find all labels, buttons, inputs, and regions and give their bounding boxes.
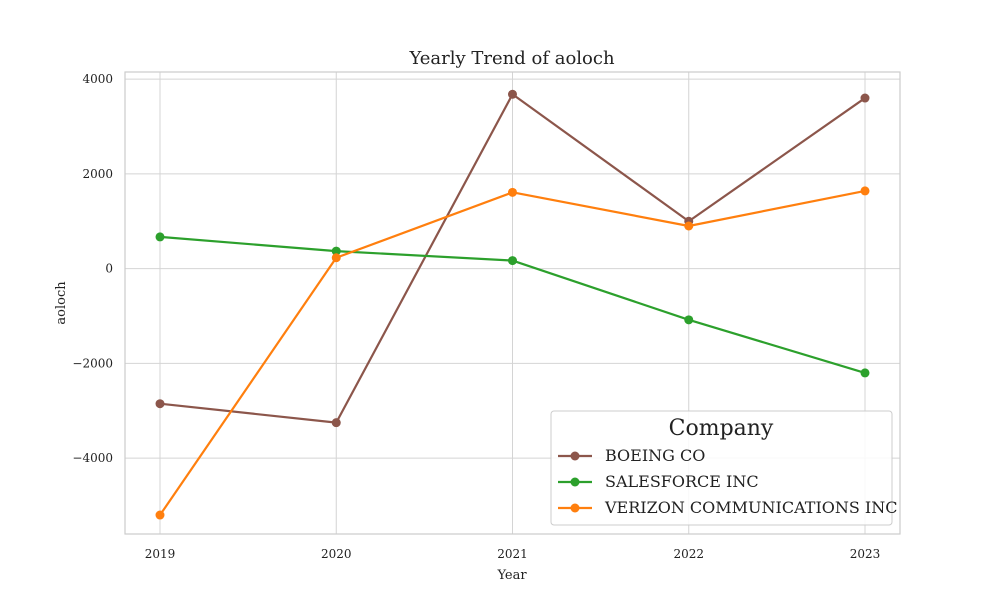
x-tick-label: 2022 — [673, 547, 704, 561]
data-point — [331, 253, 341, 263]
data-point — [860, 368, 870, 378]
y-tick-label: 2000 — [82, 167, 113, 181]
legend-label: BOEING CO — [605, 446, 705, 465]
data-point — [508, 256, 517, 266]
data-point — [508, 187, 517, 197]
tick-labels: 2019 2020 2021 2022 2023 4000 2000 0 −2000 −4000 — [72, 72, 880, 561]
x-tick-label: 2020 — [321, 547, 352, 561]
data-point — [684, 315, 694, 325]
data-point — [860, 186, 870, 196]
y-axis-label: aoloch — [54, 281, 69, 325]
legend: Company BOEING CO SALESFORCE INC VERIZON C… — [550, 410, 898, 526]
legend-swatch-marker — [570, 451, 580, 461]
data-point — [331, 418, 341, 428]
legend-entry: BOEING CO — [558, 446, 705, 465]
legend-entries: BOEING CO SALESFORCE INC VERIZON COMMUNICA… — [558, 446, 898, 517]
series-group — [155, 89, 870, 428]
legend-label: SALESFORCE INC — [605, 472, 759, 491]
legend-swatch-marker — [570, 477, 580, 487]
legend-entry: VERIZON COMMUNICATIONS INC — [558, 498, 898, 517]
legend-swatch-marker — [570, 503, 580, 513]
plot-frame — [124, 71, 901, 535]
data-point — [155, 510, 165, 520]
data-point — [155, 399, 165, 409]
legend-title: Company — [669, 416, 774, 441]
y-tick-label: −4000 — [72, 451, 113, 465]
legend-box — [550, 410, 893, 526]
y-tick-label: −2000 — [72, 356, 113, 370]
data-point — [860, 93, 870, 103]
data-point — [155, 232, 165, 242]
series-group — [155, 232, 870, 378]
legend-entry: SALESFORCE INC — [558, 472, 759, 491]
x-tick-label: 2023 — [850, 547, 881, 561]
y-tick-label: 0 — [105, 262, 113, 276]
y-tick-label: 4000 — [82, 72, 113, 86]
x-tick-label: 2021 — [497, 547, 528, 561]
x-axis-label: Year — [496, 568, 527, 583]
data-point — [508, 89, 517, 99]
x-tick-label: 2019 — [145, 547, 176, 561]
data-point — [331, 246, 341, 256]
chart-title: Yearly Trend of aoloch — [408, 48, 615, 69]
series-group — [155, 186, 870, 520]
series-layer — [155, 89, 870, 520]
legend-label: VERIZON COMMUNICATIONS INC — [604, 498, 898, 517]
data-point — [684, 221, 694, 231]
